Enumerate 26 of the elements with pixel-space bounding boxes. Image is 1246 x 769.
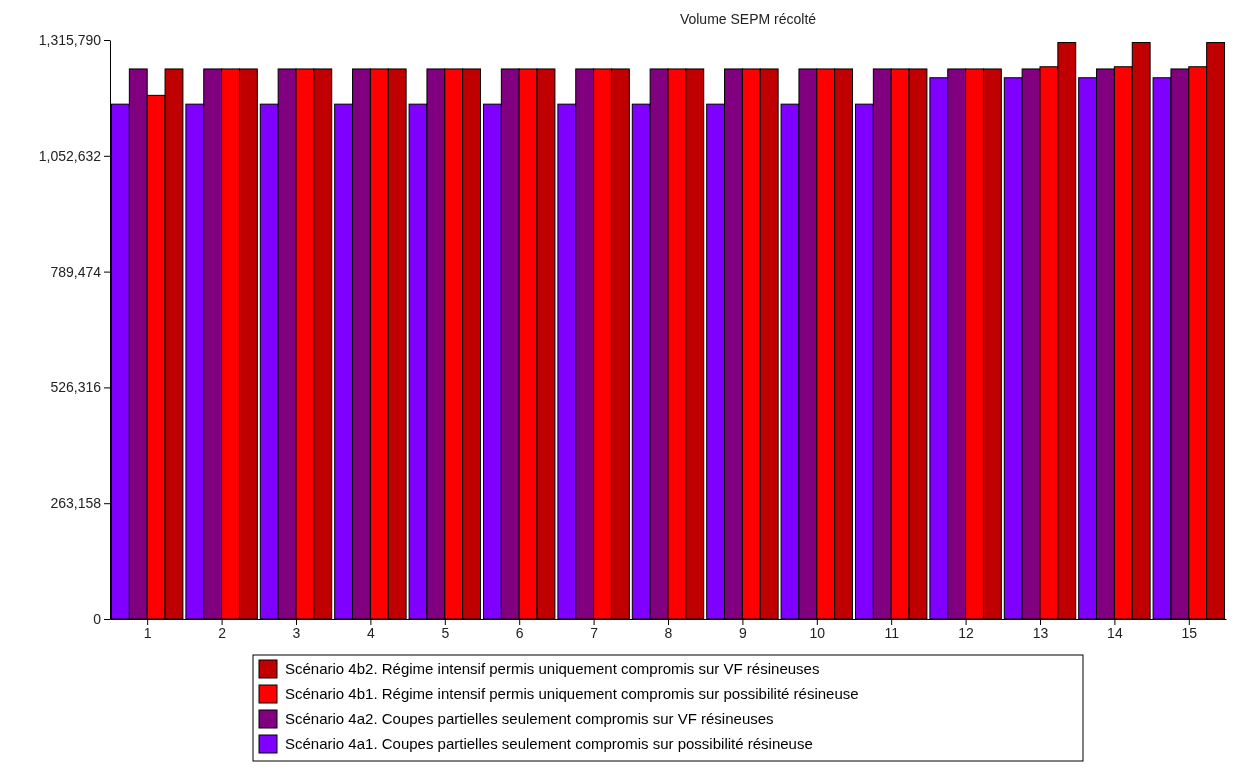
y-tick-label: 789,474 <box>50 263 102 280</box>
x-tick-label: 5 <box>441 624 450 641</box>
legend-label: Scénario 4a2. Coupes partielles seulement compromis sur VF résineuses <box>285 710 774 727</box>
x-tick-label: 14 <box>1107 624 1123 641</box>
x-tick-label: 2 <box>218 624 227 641</box>
x-tick-label: 11 <box>884 624 900 641</box>
legend-label: Scénario 4a1. Coupes partielles seulement compromis sur possibilité résineuse <box>285 735 813 752</box>
legend-label: Scénario 4b2. Régime intensif permis uniquement compromis sur VF résineuses <box>285 660 820 677</box>
x-tick-label: 4 <box>367 624 375 641</box>
y-tick-label: 1,315,790 <box>38 31 102 48</box>
x-tick-label: 8 <box>664 624 673 641</box>
x-tick-label: 12 <box>958 624 975 641</box>
y-tick-label: 526,316 <box>50 379 102 396</box>
x-tick-label: 9 <box>739 624 747 641</box>
y-tick-label: 0 <box>93 610 102 627</box>
x-tick-label: 13 <box>1032 624 1049 641</box>
chart-title: Volume SEPM récolté <box>679 11 817 27</box>
x-tick-label: 1 <box>143 624 152 641</box>
x-tick-label: 10 <box>809 624 826 641</box>
x-tick-label: 6 <box>515 624 524 641</box>
x-tick-label: 7 <box>590 624 599 641</box>
y-tick-label: 263,158 <box>50 495 102 512</box>
x-tick-label: 15 <box>1181 624 1198 641</box>
legend-label: Scénario 4b1. Régime intensif permis uniquement compromis sur possibilité résineuse <box>285 685 859 702</box>
x-tick-label: 3 <box>292 624 301 641</box>
y-tick-label: 1,052,632 <box>38 147 102 164</box>
